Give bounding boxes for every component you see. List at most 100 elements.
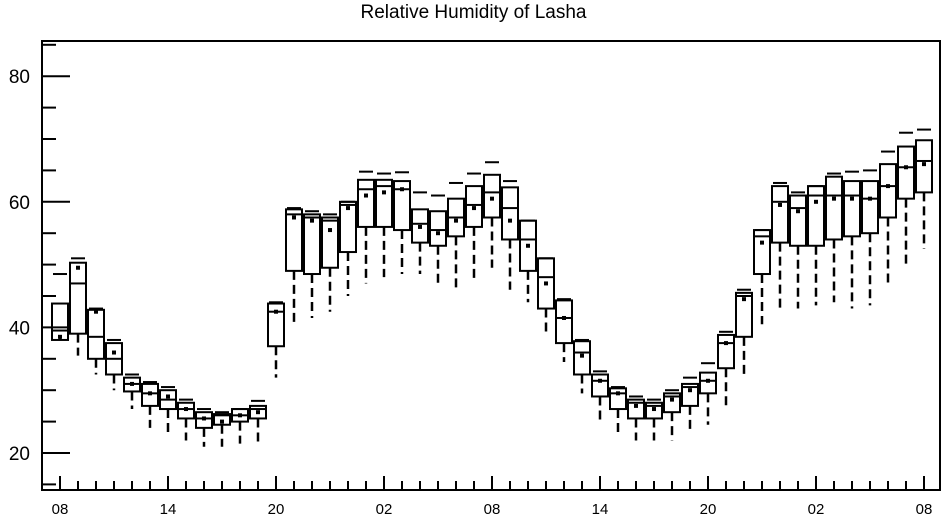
iqr-box	[483, 173, 501, 219]
iqr-box	[51, 302, 69, 341]
box-hour-46	[879, 150, 897, 284]
iqr-box	[663, 392, 681, 414]
box-hour-48	[915, 128, 933, 249]
iqr-box	[249, 404, 267, 420]
iqr-box	[897, 145, 915, 200]
box-hour-35	[681, 376, 699, 432]
iqr-box	[267, 302, 285, 348]
iqr-box	[339, 200, 357, 254]
y-tick-label: 40	[9, 318, 30, 339]
iqr-box	[411, 208, 429, 244]
box-hour-4	[123, 373, 141, 410]
mean-marker	[436, 231, 440, 236]
iqr-box	[807, 185, 825, 247]
box-hour-13	[285, 207, 303, 325]
iqr-box	[843, 180, 861, 238]
iqr-box	[195, 411, 213, 429]
mean-marker	[418, 224, 422, 229]
x-tick-label: 20	[700, 501, 717, 518]
box-hour-37	[717, 330, 735, 406]
mean-marker	[760, 240, 764, 245]
iqr-box	[789, 194, 807, 247]
mean-marker	[796, 209, 800, 214]
mean-marker	[184, 407, 188, 412]
mean-marker	[94, 309, 98, 314]
box-hour-10	[231, 408, 249, 444]
box-hour-18	[375, 172, 393, 278]
box-hour-33	[645, 398, 663, 441]
mean-marker	[382, 190, 386, 195]
x-tick-label: 08	[484, 501, 501, 518]
mean-marker	[652, 407, 656, 412]
iqr-box	[771, 185, 789, 244]
iqr-box	[555, 299, 573, 345]
mean-marker	[202, 416, 206, 421]
mean-marker	[76, 265, 80, 270]
iqr-box	[537, 257, 555, 310]
box-hour-31	[609, 386, 627, 435]
box-hour-42	[807, 185, 825, 306]
box-hour-43	[825, 172, 843, 303]
box-hour-12	[267, 301, 285, 378]
box-hour-2	[87, 307, 105, 375]
box-hour-40	[771, 181, 789, 309]
box-hour-38	[735, 288, 753, 378]
iqr-box	[879, 163, 897, 219]
iqr-box	[681, 382, 699, 407]
box-hour-45	[861, 169, 879, 306]
x-tick-label: 14	[592, 501, 609, 518]
iqr-box	[753, 229, 771, 276]
iqr-box	[861, 180, 879, 235]
mean-marker	[814, 199, 818, 204]
box-hour-11	[249, 399, 267, 444]
iqr-box	[285, 208, 303, 272]
box-hour-44	[843, 170, 861, 309]
mean-marker	[868, 196, 872, 201]
mean-marker	[364, 193, 368, 198]
iqr-box	[627, 398, 645, 420]
y-tick-label: 80	[9, 67, 30, 88]
iqr-box	[87, 308, 105, 360]
x-tick-label: 08	[916, 501, 933, 518]
iqr-box	[825, 175, 843, 241]
x-tick-label: 02	[376, 501, 393, 518]
iqr-box	[735, 291, 753, 338]
boxes-layer	[51, 128, 933, 447]
mean-marker	[706, 378, 710, 383]
iqr-box	[465, 185, 483, 228]
mean-marker	[562, 315, 566, 320]
mean-marker	[670, 397, 674, 402]
mean-marker	[346, 206, 350, 211]
x-tick-label: 02	[808, 501, 825, 518]
mean-marker	[292, 215, 296, 220]
box-hour-5	[141, 381, 159, 428]
mean-marker	[112, 350, 116, 355]
box-hour-24	[483, 161, 501, 268]
box-hour-7	[177, 398, 195, 441]
mean-marker	[850, 196, 854, 201]
box-hour-22	[447, 181, 465, 290]
box-hour-14	[303, 210, 321, 318]
box-hour-27	[537, 257, 555, 334]
mean-marker	[166, 394, 170, 399]
iqr-box	[501, 186, 519, 241]
box-hour-25	[501, 180, 519, 290]
box-hour-1	[69, 257, 87, 356]
iqr-box	[429, 210, 447, 247]
box-hour-21	[429, 194, 447, 284]
mean-marker	[886, 184, 890, 189]
mean-marker	[400, 187, 404, 192]
mean-marker	[58, 334, 62, 339]
mean-marker	[742, 297, 746, 302]
box-hour-36	[699, 362, 717, 425]
mean-marker	[688, 388, 692, 393]
mean-marker	[274, 309, 278, 314]
y-tick-label: 60	[9, 193, 30, 214]
mean-marker	[634, 403, 638, 408]
box-hour-6	[159, 386, 177, 435]
mean-marker	[724, 341, 728, 346]
box-hour-19	[393, 171, 411, 275]
box-hour-9	[213, 411, 231, 447]
box-hour-47	[897, 131, 915, 268]
